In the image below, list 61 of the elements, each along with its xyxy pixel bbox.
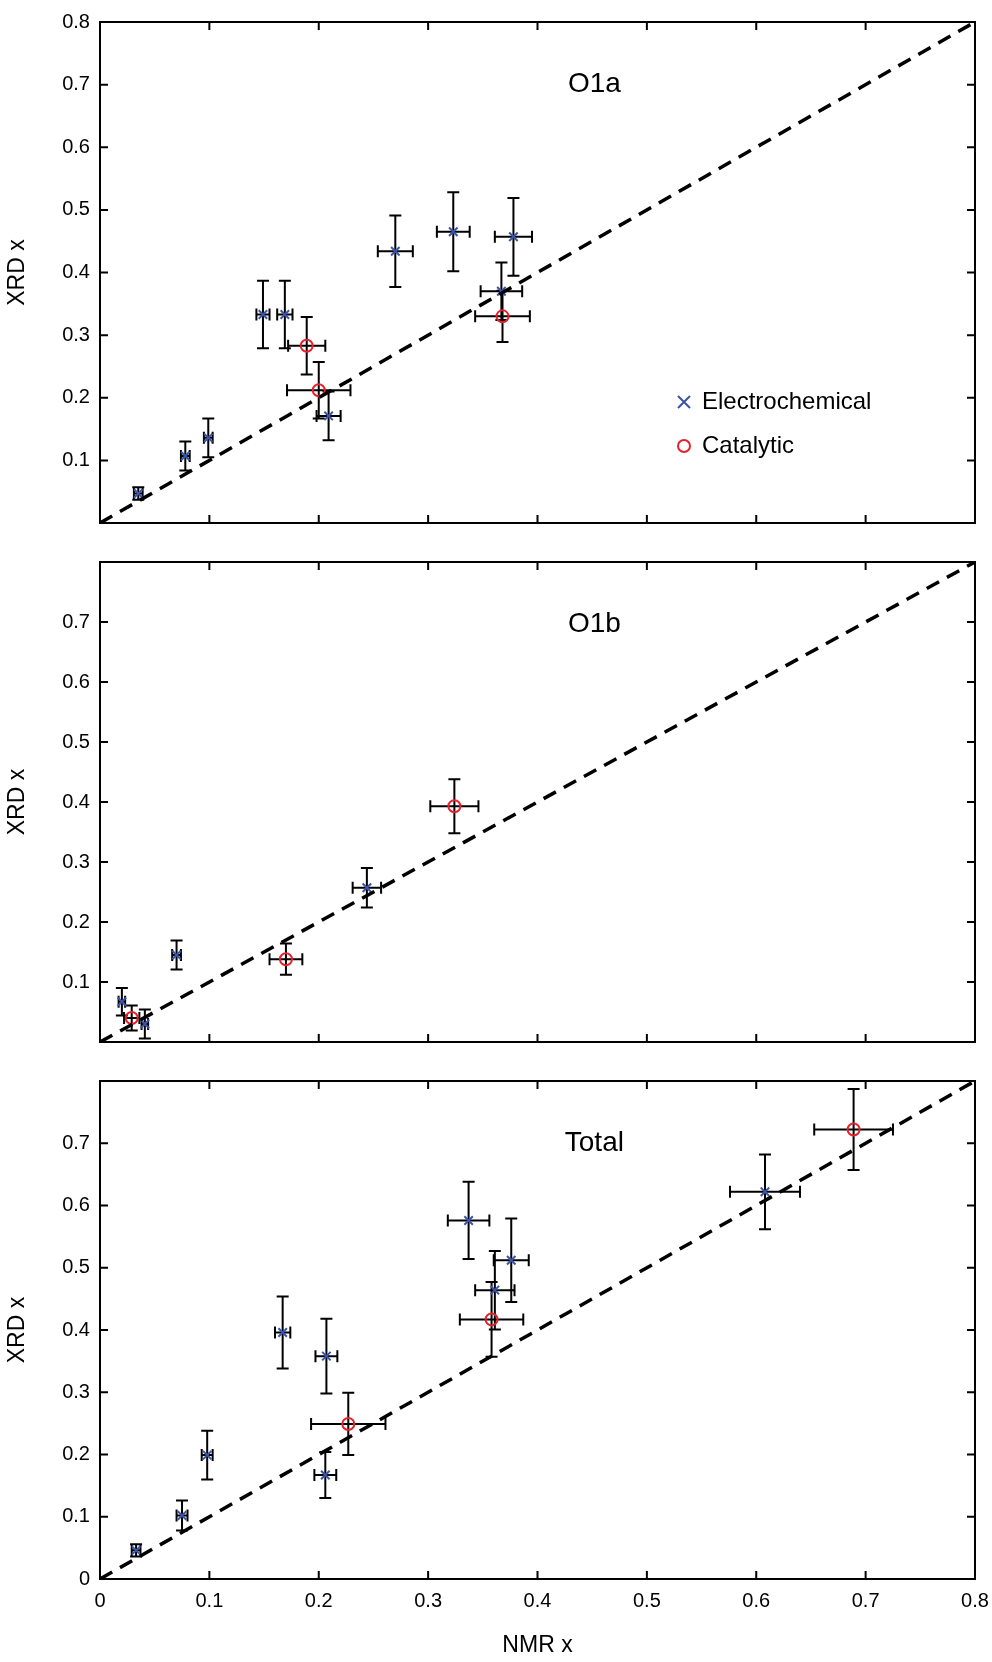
y-axis-title: XRD x bbox=[3, 238, 30, 306]
legend-label: Catalytic bbox=[702, 430, 795, 458]
y-tick-label: 0.7 bbox=[62, 609, 90, 632]
x-axis-title: NMR x bbox=[502, 1630, 574, 1657]
x-tick-label: 0.8 bbox=[961, 1588, 989, 1611]
y-tick-label: 0.7 bbox=[62, 1130, 90, 1153]
text: O1a bbox=[567, 66, 622, 98]
point bbox=[341, 1417, 356, 1431]
y-tick-label: 0.2 bbox=[62, 1442, 90, 1465]
y-tick-label: 0.4 bbox=[62, 1317, 90, 1340]
y-tick-label: 0.1 bbox=[62, 969, 90, 992]
y-tick-label: 0.6 bbox=[62, 669, 90, 692]
point bbox=[484, 1312, 499, 1327]
y-tick-label: 0.3 bbox=[62, 849, 90, 872]
y-tick-label: 0.2 bbox=[62, 385, 90, 408]
x-tick-label: 0.1 bbox=[195, 1588, 224, 1611]
y-tick-label: 0 bbox=[78, 1566, 90, 1589]
x-tick-label: 0.5 bbox=[632, 1588, 661, 1611]
y-tick-label: 0.6 bbox=[62, 134, 90, 157]
x-tick-label: 0.4 bbox=[523, 1588, 552, 1611]
point bbox=[278, 952, 293, 967]
point bbox=[361, 882, 373, 894]
y-tick-label: 0.5 bbox=[62, 729, 90, 752]
x-tick-label: 0 bbox=[94, 1588, 106, 1611]
point bbox=[495, 309, 510, 324]
y-tick-label: 0.2 bbox=[62, 909, 90, 932]
point bbox=[448, 226, 459, 238]
point bbox=[311, 383, 326, 398]
x-tick-label: 0.3 bbox=[414, 1588, 443, 1611]
y-tick-label: 0.4 bbox=[62, 260, 90, 283]
y-tick-label: 0.5 bbox=[62, 1255, 90, 1278]
point bbox=[320, 1469, 331, 1481]
legend-label: Electrochemical bbox=[702, 386, 872, 414]
y-tick-label: 0.3 bbox=[62, 322, 90, 345]
x-tick-label: 0.7 bbox=[851, 1588, 880, 1611]
x-tick-label: 0.2 bbox=[304, 1588, 333, 1611]
point bbox=[323, 410, 334, 422]
point bbox=[447, 799, 462, 814]
y-tick-label: 0.4 bbox=[62, 789, 90, 812]
point bbox=[321, 1350, 332, 1362]
y-tick-label: 0.1 bbox=[62, 1504, 90, 1527]
y-tick-label: 0.8 bbox=[62, 9, 90, 32]
point bbox=[759, 1186, 771, 1198]
point bbox=[463, 1215, 474, 1226]
point bbox=[489, 1284, 501, 1296]
point bbox=[508, 231, 519, 243]
y-tick-label: 0.3 bbox=[62, 1379, 90, 1402]
y-tick-label: 0.7 bbox=[62, 72, 90, 95]
point bbox=[846, 1122, 861, 1137]
y-tick-label: 0.1 bbox=[62, 447, 90, 470]
y-tick-label: 0.6 bbox=[62, 1193, 90, 1216]
point bbox=[299, 338, 314, 353]
x-tick-label: 0.6 bbox=[742, 1588, 771, 1611]
y-axis-title: XRD x bbox=[3, 768, 30, 836]
point bbox=[496, 286, 507, 297]
point bbox=[506, 1255, 517, 1266]
text: Total bbox=[564, 1125, 624, 1157]
point bbox=[390, 245, 401, 257]
y-axis-title: XRD x bbox=[3, 1296, 30, 1364]
text: O1b bbox=[567, 606, 621, 638]
y-tick-label: 0.5 bbox=[62, 197, 90, 220]
